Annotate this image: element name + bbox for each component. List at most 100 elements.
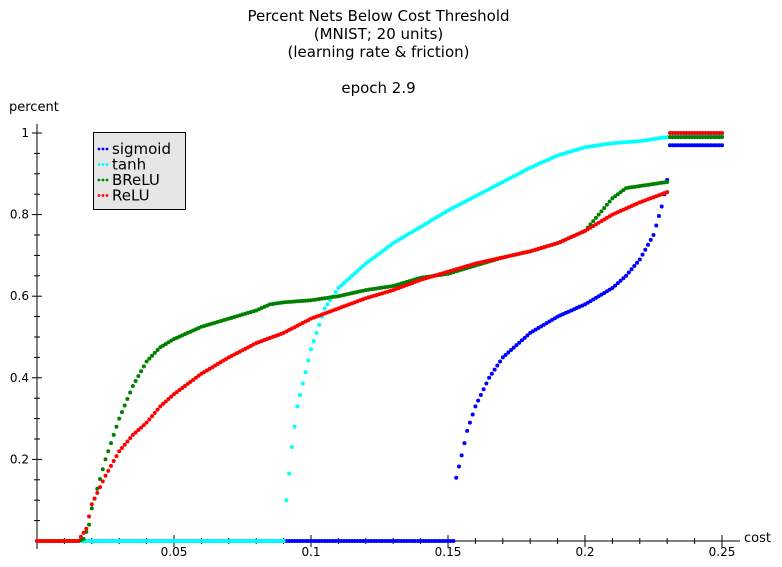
data-point-sigmoid — [380, 539, 385, 543]
data-point-tanh — [111, 539, 116, 543]
legend-marker — [101, 163, 105, 166]
data-point-tanh — [191, 539, 196, 543]
data-point-brelu — [133, 379, 138, 384]
data-point-brelu — [673, 135, 678, 140]
data-point-relu — [678, 131, 683, 135]
data-point-sigmoid — [361, 539, 366, 543]
data-point-relu — [161, 401, 166, 406]
data-point-brelu — [141, 364, 146, 369]
data-point-sigmoid — [413, 539, 418, 543]
data-point-sigmoid — [309, 539, 313, 543]
data-point-brelu — [108, 441, 113, 446]
data-point-relu — [684, 131, 689, 135]
data-point-sigmoid — [347, 539, 352, 543]
data-point-brelu — [613, 194, 618, 199]
legend-marker — [105, 147, 109, 151]
data-point-tanh — [278, 539, 283, 543]
data-point-tanh — [150, 539, 155, 543]
legend-label: BReLU — [112, 171, 160, 189]
data-point-relu — [136, 428, 141, 433]
data-point-brelu — [602, 206, 607, 211]
legend-entry-brelu: BReLU — [97, 171, 160, 189]
legend-label: sigmoid — [112, 140, 171, 158]
data-point-tanh — [125, 539, 130, 543]
data-point-brelu — [125, 397, 130, 402]
data-point-relu — [152, 410, 157, 415]
data-point-sigmoid — [462, 441, 467, 446]
data-point-tanh — [182, 539, 187, 543]
data-point-relu — [81, 530, 86, 535]
legend-label: ReLU — [112, 187, 150, 205]
data-point-relu — [700, 131, 705, 135]
data-point-tanh — [366, 259, 371, 264]
data-point-sigmoid — [424, 539, 429, 543]
data-point-sigmoid — [333, 539, 338, 543]
data-point-brelu — [593, 215, 598, 220]
data-point-tanh — [240, 539, 245, 543]
x-tick-label: 0.1 — [301, 545, 320, 559]
data-point-tanh — [287, 471, 292, 476]
data-point-tanh — [377, 251, 382, 256]
data-point-relu — [692, 131, 697, 135]
data-point-sigmoid — [402, 539, 407, 543]
data-point-relu — [45, 539, 50, 543]
data-point-sigmoid — [377, 539, 382, 543]
data-point-sigmoid — [514, 343, 519, 348]
data-point-tanh — [328, 298, 333, 303]
data-point-tanh — [202, 539, 207, 543]
data-point-brelu — [119, 410, 124, 415]
data-point-relu — [703, 131, 708, 135]
data-point-tanh — [98, 539, 103, 543]
data-point-sigmoid — [314, 539, 319, 543]
data-point-brelu — [676, 135, 681, 140]
data-point-relu — [667, 131, 672, 135]
data-point-relu — [147, 417, 152, 422]
legend-marker — [97, 178, 101, 182]
data-point-tanh — [117, 539, 122, 543]
data-point-relu — [141, 423, 146, 428]
data-point-sigmoid — [432, 539, 437, 543]
data-point-tanh — [172, 539, 176, 543]
data-point-tanh — [169, 539, 174, 543]
data-point-sigmoid — [339, 539, 344, 543]
data-point-sigmoid — [714, 143, 719, 148]
data-point-relu — [177, 388, 182, 393]
data-point-tanh — [147, 539, 152, 543]
data-point-relu — [188, 379, 193, 384]
data-point-relu — [687, 131, 692, 135]
data-point-sigmoid — [517, 340, 522, 345]
data-point-relu — [155, 407, 160, 412]
legend-marker — [97, 194, 101, 197]
data-point-tanh — [84, 539, 89, 543]
data-point-relu — [117, 449, 122, 454]
data-point-sigmoid — [695, 143, 700, 148]
data-point-relu — [163, 399, 168, 404]
data-point-sigmoid — [687, 143, 692, 148]
data-point-tanh — [174, 539, 179, 543]
data-point-brelu — [596, 212, 601, 217]
data-point-tanh — [256, 539, 261, 543]
data-point-sigmoid — [678, 143, 683, 148]
data-point-brelu — [130, 383, 135, 388]
data-point-sigmoid — [363, 539, 368, 543]
chart-title-line-1: Percent Nets Below Cost Threshold — [247, 7, 510, 25]
data-point-brelu — [150, 353, 155, 358]
data-point-sigmoid — [484, 381, 489, 386]
data-point-brelu — [695, 135, 700, 140]
data-point-tanh — [232, 539, 237, 543]
data-point-tanh — [185, 539, 190, 543]
data-point-tanh — [292, 424, 297, 429]
data-point-sigmoid — [689, 143, 694, 148]
data-point-tanh — [141, 539, 146, 543]
data-point-tanh — [130, 539, 135, 543]
data-point-tanh — [295, 404, 300, 409]
data-point-sigmoid — [369, 539, 374, 543]
x-tick-label: 0.05 — [161, 545, 188, 559]
data-point-brelu — [610, 196, 615, 201]
data-point-relu — [43, 539, 48, 543]
data-point-sigmoid — [624, 273, 629, 278]
data-point-sigmoid — [506, 350, 511, 355]
data-point-tanh — [311, 339, 316, 344]
data-point-sigmoid — [492, 367, 497, 372]
data-point-tanh — [213, 539, 218, 543]
